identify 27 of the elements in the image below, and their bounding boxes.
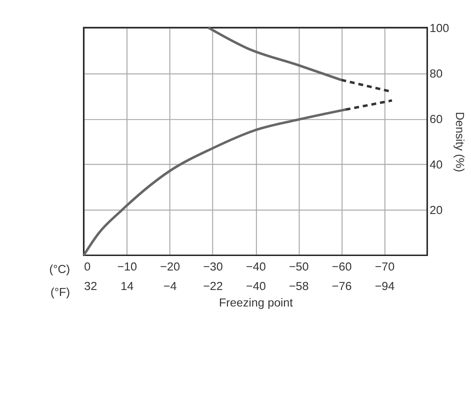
x2-tick-label: −4 <box>163 280 178 293</box>
x-tick-label: −60 <box>332 260 352 274</box>
y-tick-label: 100 <box>430 22 450 35</box>
x2-tick-label: −40 <box>246 280 266 293</box>
y-tick-label: 20 <box>430 204 444 218</box>
x2-tick-label: −94 <box>374 280 396 293</box>
x-tick-label: −20 <box>160 260 180 274</box>
line-series <box>82 108 347 257</box>
text: (°C) <box>49 262 70 276</box>
x-tick-label: 0 <box>84 260 92 274</box>
text: (°F) <box>50 286 70 300</box>
x2-tick-label: −22 <box>203 280 223 293</box>
x2-tick-label: −76 <box>332 280 352 293</box>
x2-tick-label: 14 <box>120 280 134 293</box>
x2-tick-label: 32 <box>84 280 98 293</box>
x-axis-title: Freezing point <box>219 296 294 310</box>
x-tick-label: −50 <box>288 260 310 274</box>
x-tick-label: −40 <box>246 260 266 274</box>
line-series <box>206 26 343 82</box>
x-tick-label: −10 <box>117 260 138 274</box>
x2-tick-label: −58 <box>288 280 309 293</box>
x-tick-label: −30 <box>203 260 224 274</box>
y-tick-label: 60 <box>430 113 444 126</box>
y-axis-title: Density (%) <box>452 112 466 172</box>
y-tick-label: 80 <box>430 68 444 81</box>
y-tick-label: 40 <box>430 158 444 172</box>
x-tick-label: −70 <box>374 260 396 274</box>
